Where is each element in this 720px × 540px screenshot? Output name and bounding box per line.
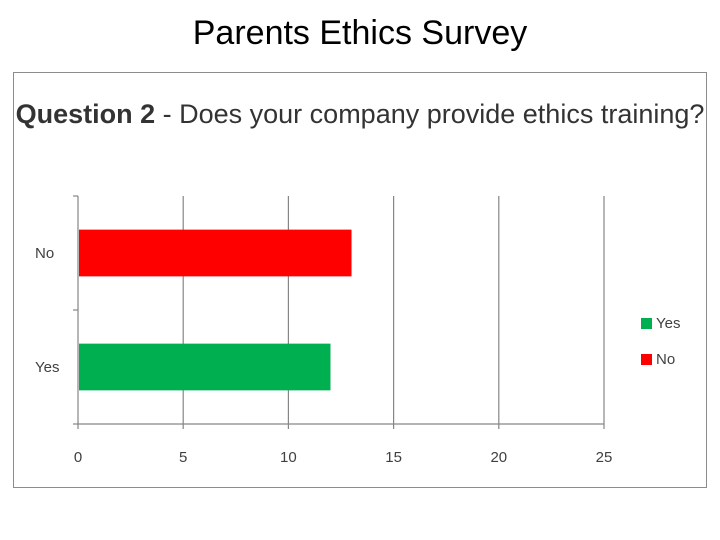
legend-label-no: No <box>656 350 676 368</box>
legend-swatch-yes <box>641 317 652 329</box>
x-tick-label-0: 0 <box>74 449 82 466</box>
chart-title-text: - Does your company provide ethics train… <box>155 99 705 129</box>
y-category-label-yes: Yes <box>35 359 59 376</box>
chart-legend: Yes No <box>641 305 680 377</box>
bar-yes <box>79 343 331 391</box>
x-tick-label-15: 15 <box>385 449 402 466</box>
x-tick-label-5: 5 <box>179 449 187 466</box>
chart-title: Question 2 - Does your company provide e… <box>0 92 720 136</box>
chart-frame <box>13 72 707 488</box>
y-category-label-no: No <box>35 245 54 262</box>
x-tick-label-25: 25 <box>596 449 613 466</box>
slide-title: Parents Ethics Survey <box>192 14 528 52</box>
legend-swatch-no <box>641 353 652 365</box>
x-tick-label-10: 10 <box>280 449 297 466</box>
legend-label-yes: Yes <box>656 314 681 332</box>
legend-item-no: No <box>641 341 680 377</box>
bar-no <box>79 229 352 277</box>
x-tick-label-20: 20 <box>490 449 507 466</box>
chart-title-question: Question 2 <box>15 99 156 129</box>
legend-item-yes: Yes <box>641 305 680 341</box>
